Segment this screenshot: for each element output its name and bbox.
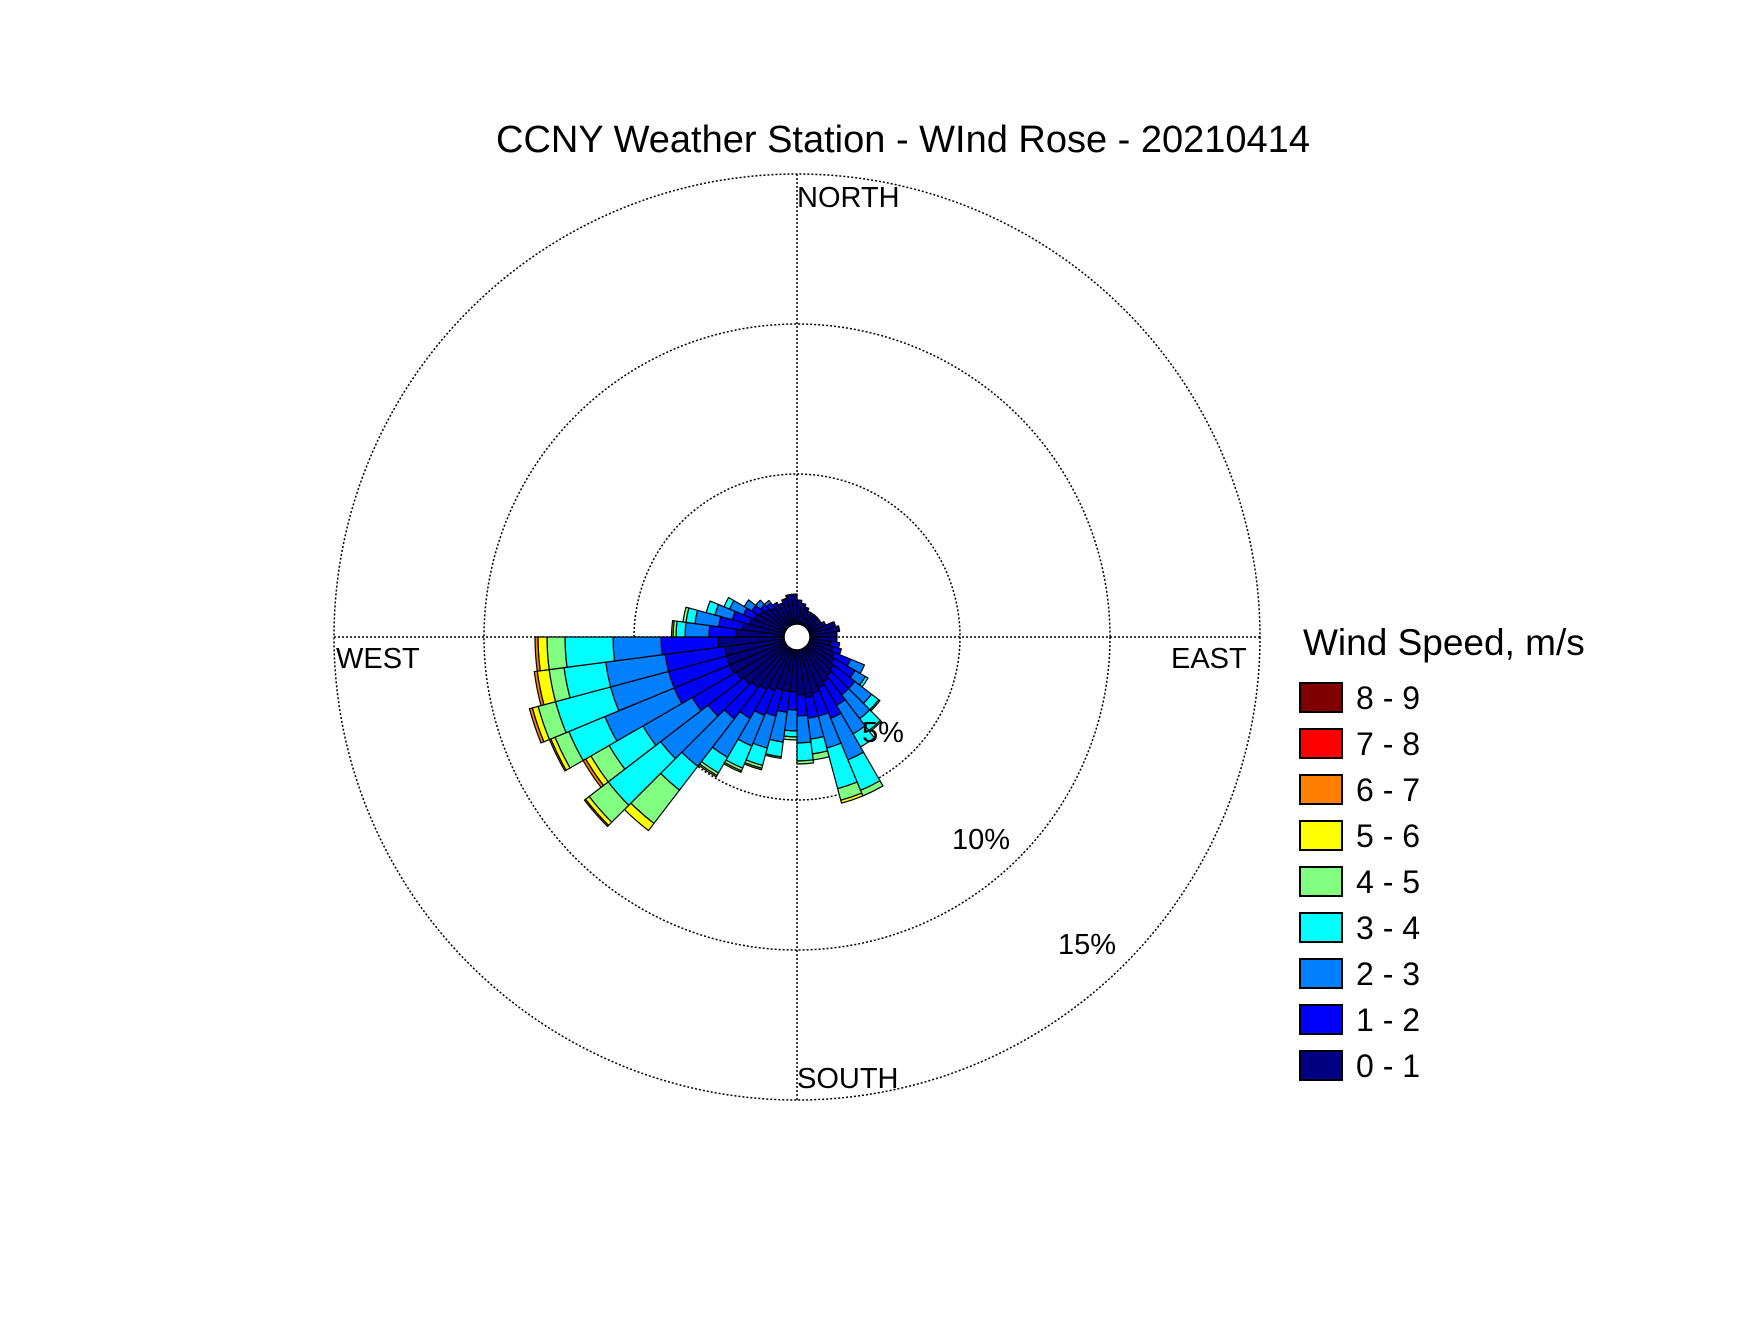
legend-swatch-2 [1299, 774, 1343, 805]
legend-label-5: 3 - 4 [1356, 910, 1420, 946]
sector-21-bin-5 [840, 792, 864, 804]
legend-swatch-7 [1299, 1004, 1343, 1035]
legend-swatch-6 [1299, 958, 1343, 989]
sector-37-bin-4 [682, 606, 690, 623]
sector-36-bin-5 [670, 620, 675, 638]
legend-swatch-5 [1299, 912, 1343, 943]
legend-title: Wind Speed, m/s [1303, 622, 1585, 663]
legend-label-1: 7 - 8 [1356, 726, 1420, 762]
sector-39-bin-3 [723, 596, 735, 610]
sector-41-bin-2 [755, 599, 766, 610]
legend-items: 8 - 9 7 - 8 6 - 7 5 - 6 4 - 5 3 - 4 2 - 3 1 - 2… [1299, 680, 1420, 1084]
legend-label-3: 5 - 6 [1356, 818, 1420, 854]
sector-38-bin-3 [705, 600, 720, 616]
sector-23-bin-3 [796, 741, 814, 762]
polar-grid [333, 173, 1261, 1101]
sector-34-bin-6 [533, 670, 545, 707]
sector-23-bin-4 [796, 759, 815, 765]
sector-42-bin-2 [763, 599, 772, 608]
sector-35-bin-4 [546, 636, 568, 671]
legend-label-2: 6 - 7 [1356, 772, 1420, 808]
sector-24-bin-4 [782, 735, 798, 741]
axis-labels: NORTH EAST SOUTH WEST 5% 10% 15% [336, 182, 1247, 1095]
sector-30-bin-6 [583, 798, 610, 828]
legend-swatch-4 [1299, 866, 1343, 897]
sector-33-bin-6 [528, 707, 545, 744]
sector-35-bin-6 [534, 636, 541, 672]
ring-label-10: 10% [952, 824, 1010, 856]
wind-sectors [528, 593, 884, 832]
legend-label-0: 8 - 9 [1356, 680, 1420, 716]
compass-north: NORTH [797, 182, 900, 214]
legend-label-8: 0 - 1 [1356, 1048, 1420, 1084]
legend-swatch-8 [1299, 1050, 1343, 1081]
chart-title: CCNY Weather Station - WInd Rose - 20210… [496, 119, 1310, 161]
sector-36-bin-3 [675, 620, 687, 638]
compass-east: EAST [1171, 643, 1247, 675]
grid-ring-10 [483, 323, 1111, 951]
legend-label-6: 2 - 3 [1356, 956, 1420, 992]
legend-swatch-3 [1299, 820, 1343, 851]
ring-label-5: 5% [862, 717, 904, 749]
legend-swatch-0 [1299, 682, 1343, 713]
sector-40-bin-2 [743, 599, 757, 612]
compass-south: SOUTH [797, 1063, 899, 1095]
legend-label-7: 1 - 2 [1356, 1002, 1420, 1038]
compass-west: WEST [336, 643, 420, 675]
grid-ring-15 [333, 173, 1261, 1101]
legend-label-4: 4 - 5 [1356, 864, 1420, 900]
grid-ring-5 [633, 473, 961, 801]
center-hole [783, 623, 811, 651]
legend-swatch-1 [1299, 728, 1343, 759]
ring-label-15: 15% [1058, 929, 1116, 961]
legend: Wind Speed, m/s 8 - 9 7 - 8 6 - 7 5 - 6 4 - … [1299, 622, 1585, 1084]
sector-43-bin-1 [772, 601, 780, 609]
